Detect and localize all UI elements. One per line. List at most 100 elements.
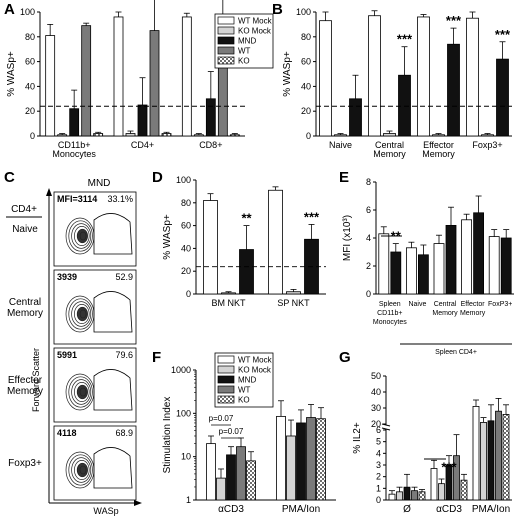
bar xyxy=(316,418,326,501)
bar xyxy=(306,417,316,501)
x-tick-label: Spleen CD11b+ Monocytes xyxy=(373,301,407,326)
y-tick-label: 40 xyxy=(25,81,35,91)
bar xyxy=(286,291,301,295)
bar xyxy=(445,224,457,295)
x-tick-label: CD11b+ Monocytes xyxy=(52,140,96,159)
y-tick-label: 80 xyxy=(181,198,191,208)
bar xyxy=(430,468,438,501)
bar xyxy=(246,460,256,501)
gate-outline xyxy=(93,291,133,333)
flow-row-label: Effector Memory xyxy=(7,375,43,397)
flow-x-label: WASp xyxy=(93,506,118,516)
y-tick-label: 100 xyxy=(176,175,191,185)
significance-label: *** xyxy=(441,459,457,474)
bar xyxy=(236,446,246,501)
significance-label: *** xyxy=(397,32,413,47)
x-tick-label: Central Memory xyxy=(432,301,458,317)
bar xyxy=(203,200,218,295)
x-tick-label: Ø xyxy=(403,504,411,515)
contour-line xyxy=(71,379,92,405)
group-label: Spleen CD4+ xyxy=(435,349,477,356)
significance-label: *** xyxy=(304,209,320,224)
contour-line xyxy=(79,465,87,475)
bar xyxy=(418,491,426,501)
contour-line xyxy=(68,298,93,330)
y-tick-label: 8 xyxy=(366,177,371,187)
bar xyxy=(113,16,124,137)
legend-entry: KO xyxy=(238,396,250,405)
contour-line xyxy=(74,460,90,480)
y-axis-title: Stimulation Index xyxy=(162,397,173,474)
arrow-up xyxy=(46,188,52,196)
x-tick-label: FoxP3+ xyxy=(488,301,512,308)
flow-row-header: CD4+ xyxy=(11,204,37,215)
bar xyxy=(466,17,479,137)
bar xyxy=(417,16,430,137)
x-tick-label: Effector Memory xyxy=(460,301,486,317)
flow-row-label: Naive xyxy=(12,224,38,235)
y-axis-title: % WASp+ xyxy=(162,214,173,260)
panel-letter-A: A xyxy=(4,1,15,18)
bar xyxy=(149,30,160,137)
y-tick-label: 40 xyxy=(301,81,311,91)
bar xyxy=(319,20,332,137)
contour-line xyxy=(68,220,93,252)
bar xyxy=(45,35,56,137)
axis-break-mark xyxy=(381,423,391,427)
y-axis-title: MFI (x10³) xyxy=(342,215,353,261)
y-tick-label: 6 xyxy=(376,425,381,435)
bar xyxy=(334,134,347,137)
bar xyxy=(500,237,512,295)
legend-entry: WT xyxy=(238,47,251,56)
y-axis-title: % WASp+ xyxy=(282,51,293,97)
panel-letter-C: C xyxy=(4,169,15,186)
bar xyxy=(216,477,226,501)
y-tick-label: 60 xyxy=(301,57,311,67)
contour-line xyxy=(71,223,92,249)
y-tick-label: 1 xyxy=(186,495,191,505)
mfi-value: 5991 xyxy=(57,350,77,360)
bar xyxy=(405,247,417,295)
y-tick-label: 60 xyxy=(25,57,35,67)
x-tick-label: Naive xyxy=(408,301,426,308)
y-tick-label: 80 xyxy=(25,32,35,42)
bar xyxy=(383,133,396,137)
legend-swatch xyxy=(217,16,235,25)
legend-swatch xyxy=(217,46,235,55)
legend-entry: WT xyxy=(238,386,251,395)
x-tick-label: Effector Memory xyxy=(422,140,455,159)
bar xyxy=(181,16,192,137)
bar xyxy=(487,420,495,501)
bar xyxy=(193,134,204,137)
y-tick-label: 6 xyxy=(366,205,371,215)
legend-entry: MND xyxy=(238,37,256,46)
legend-swatch xyxy=(217,395,235,404)
y-tick-label: 0 xyxy=(186,289,191,299)
contour-line xyxy=(68,376,93,408)
y-tick-label: 4 xyxy=(366,233,371,243)
gate-outline xyxy=(93,369,133,411)
bar xyxy=(388,493,396,501)
percent-value: 52.9 xyxy=(115,272,133,282)
panel-letter-D: D xyxy=(152,169,163,186)
bar xyxy=(276,415,286,501)
percent-value: 79.6 xyxy=(115,350,133,360)
y-tick-label: 2 xyxy=(376,472,381,482)
bar xyxy=(403,486,411,501)
y-tick-label: 100 xyxy=(296,7,311,17)
percent-value: 68.9 xyxy=(115,428,133,438)
y-tick-label: 20 xyxy=(371,419,381,429)
bar xyxy=(226,454,236,501)
bar xyxy=(447,43,460,137)
bar xyxy=(229,134,240,137)
flow-title: MND xyxy=(88,178,111,189)
y-tick-label: 80 xyxy=(301,32,311,42)
legend-swatch xyxy=(217,375,235,384)
bar xyxy=(496,58,509,137)
bar xyxy=(268,189,283,295)
x-tick-label: CD8+ xyxy=(199,140,222,150)
bar xyxy=(438,483,445,501)
bar xyxy=(473,212,485,295)
significance-label: ** xyxy=(241,211,252,226)
